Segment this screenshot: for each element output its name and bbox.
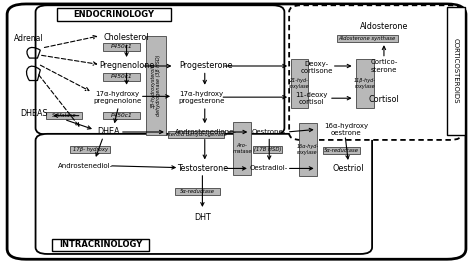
- Bar: [168, 131, 224, 138]
- Bar: [103, 112, 140, 119]
- Text: Adrenal: Adrenal: [14, 34, 43, 43]
- Bar: [70, 146, 110, 153]
- Text: Sulfatase: Sulfatase: [52, 114, 76, 118]
- Text: 3β-hydroxysteroid
dehydrogenase (3β HSD): 3β-hydroxysteroid dehydrogenase (3β HSD): [151, 55, 161, 116]
- Bar: [233, 122, 251, 175]
- Text: 17α-hydroxy
progesterone: 17α-hydroxy progesterone: [178, 91, 225, 104]
- Text: 5α-reductase: 5α-reductase: [324, 148, 359, 153]
- Bar: [447, 7, 465, 135]
- Text: Cholesterol: Cholesterol: [104, 33, 149, 42]
- Bar: [46, 112, 82, 119]
- Text: P450c1: P450c1: [111, 113, 133, 118]
- Text: 16α-hydroxy
oestrone: 16α-hydroxy oestrone: [324, 123, 368, 136]
- Text: Aro-
matase: Aro- matase: [232, 143, 252, 154]
- Text: Aldosterone: Aldosterone: [360, 22, 408, 31]
- Text: Aldosterone synthase: Aldosterone synthase: [339, 36, 396, 41]
- Bar: [57, 8, 171, 21]
- Bar: [52, 239, 149, 251]
- Text: 17α-hydroxy
pregnenolone: 17α-hydroxy pregnenolone: [93, 91, 142, 104]
- Text: Oestrone-: Oestrone-: [252, 129, 286, 135]
- Text: Androstenediol-: Androstenediol-: [58, 163, 113, 169]
- Text: Androstenedione-: Androstenedione-: [175, 129, 237, 135]
- Text: Pregnenolone: Pregnenolone: [99, 62, 154, 70]
- Text: 11β-hyd-
roxylase: 11β-hyd- roxylase: [354, 78, 376, 89]
- Bar: [175, 188, 220, 195]
- Bar: [323, 147, 360, 154]
- Bar: [356, 59, 374, 108]
- Bar: [291, 59, 308, 108]
- Text: steroid dehydrogenase: steroid dehydrogenase: [166, 132, 227, 137]
- Text: P450c1: P450c1: [111, 45, 133, 49]
- Text: INTRACRINOLOGY: INTRACRINOLOGY: [59, 241, 143, 249]
- Text: Oestriol: Oestriol: [333, 164, 364, 173]
- Text: Testosterone: Testosterone: [177, 164, 228, 173]
- Bar: [103, 73, 140, 81]
- Text: DHEAS: DHEAS: [20, 109, 48, 118]
- Text: P450c1: P450c1: [111, 74, 133, 79]
- Text: Progesterone: Progesterone: [180, 62, 233, 70]
- Text: Deoxy-
cortisone: Deoxy- cortisone: [301, 61, 333, 74]
- Bar: [337, 35, 398, 42]
- Bar: [146, 36, 166, 135]
- FancyBboxPatch shape: [289, 5, 462, 140]
- Bar: [253, 146, 282, 153]
- Text: CORTICOSTEROIDS: CORTICOSTEROIDS: [453, 38, 458, 103]
- Text: (17B HSD): (17B HSD): [254, 147, 281, 152]
- Text: Cortico-
sterone: Cortico- sterone: [370, 59, 398, 73]
- Text: Cortisol: Cortisol: [369, 95, 399, 103]
- Text: 5α-reductase: 5α-reductase: [180, 189, 215, 194]
- Bar: [299, 123, 317, 176]
- Text: 16α-hyd-
roxylase: 16α-hyd- roxylase: [297, 144, 319, 154]
- FancyBboxPatch shape: [7, 4, 466, 259]
- Bar: [103, 43, 140, 51]
- Text: ENDOCRINOLOGY: ENDOCRINOLOGY: [73, 10, 154, 19]
- FancyBboxPatch shape: [36, 5, 284, 135]
- Text: DHEA: DHEA: [97, 128, 119, 136]
- Text: 11-deoxy
cortisol: 11-deoxy cortisol: [296, 92, 328, 105]
- Text: Oestradiol-: Oestradiol-: [250, 166, 288, 171]
- Text: 21-hyd-
roxylase: 21-hyd- roxylase: [289, 78, 310, 89]
- FancyBboxPatch shape: [36, 134, 372, 254]
- Text: 17β- hydroxy: 17β- hydroxy: [73, 147, 108, 152]
- Text: DHT: DHT: [194, 213, 211, 221]
